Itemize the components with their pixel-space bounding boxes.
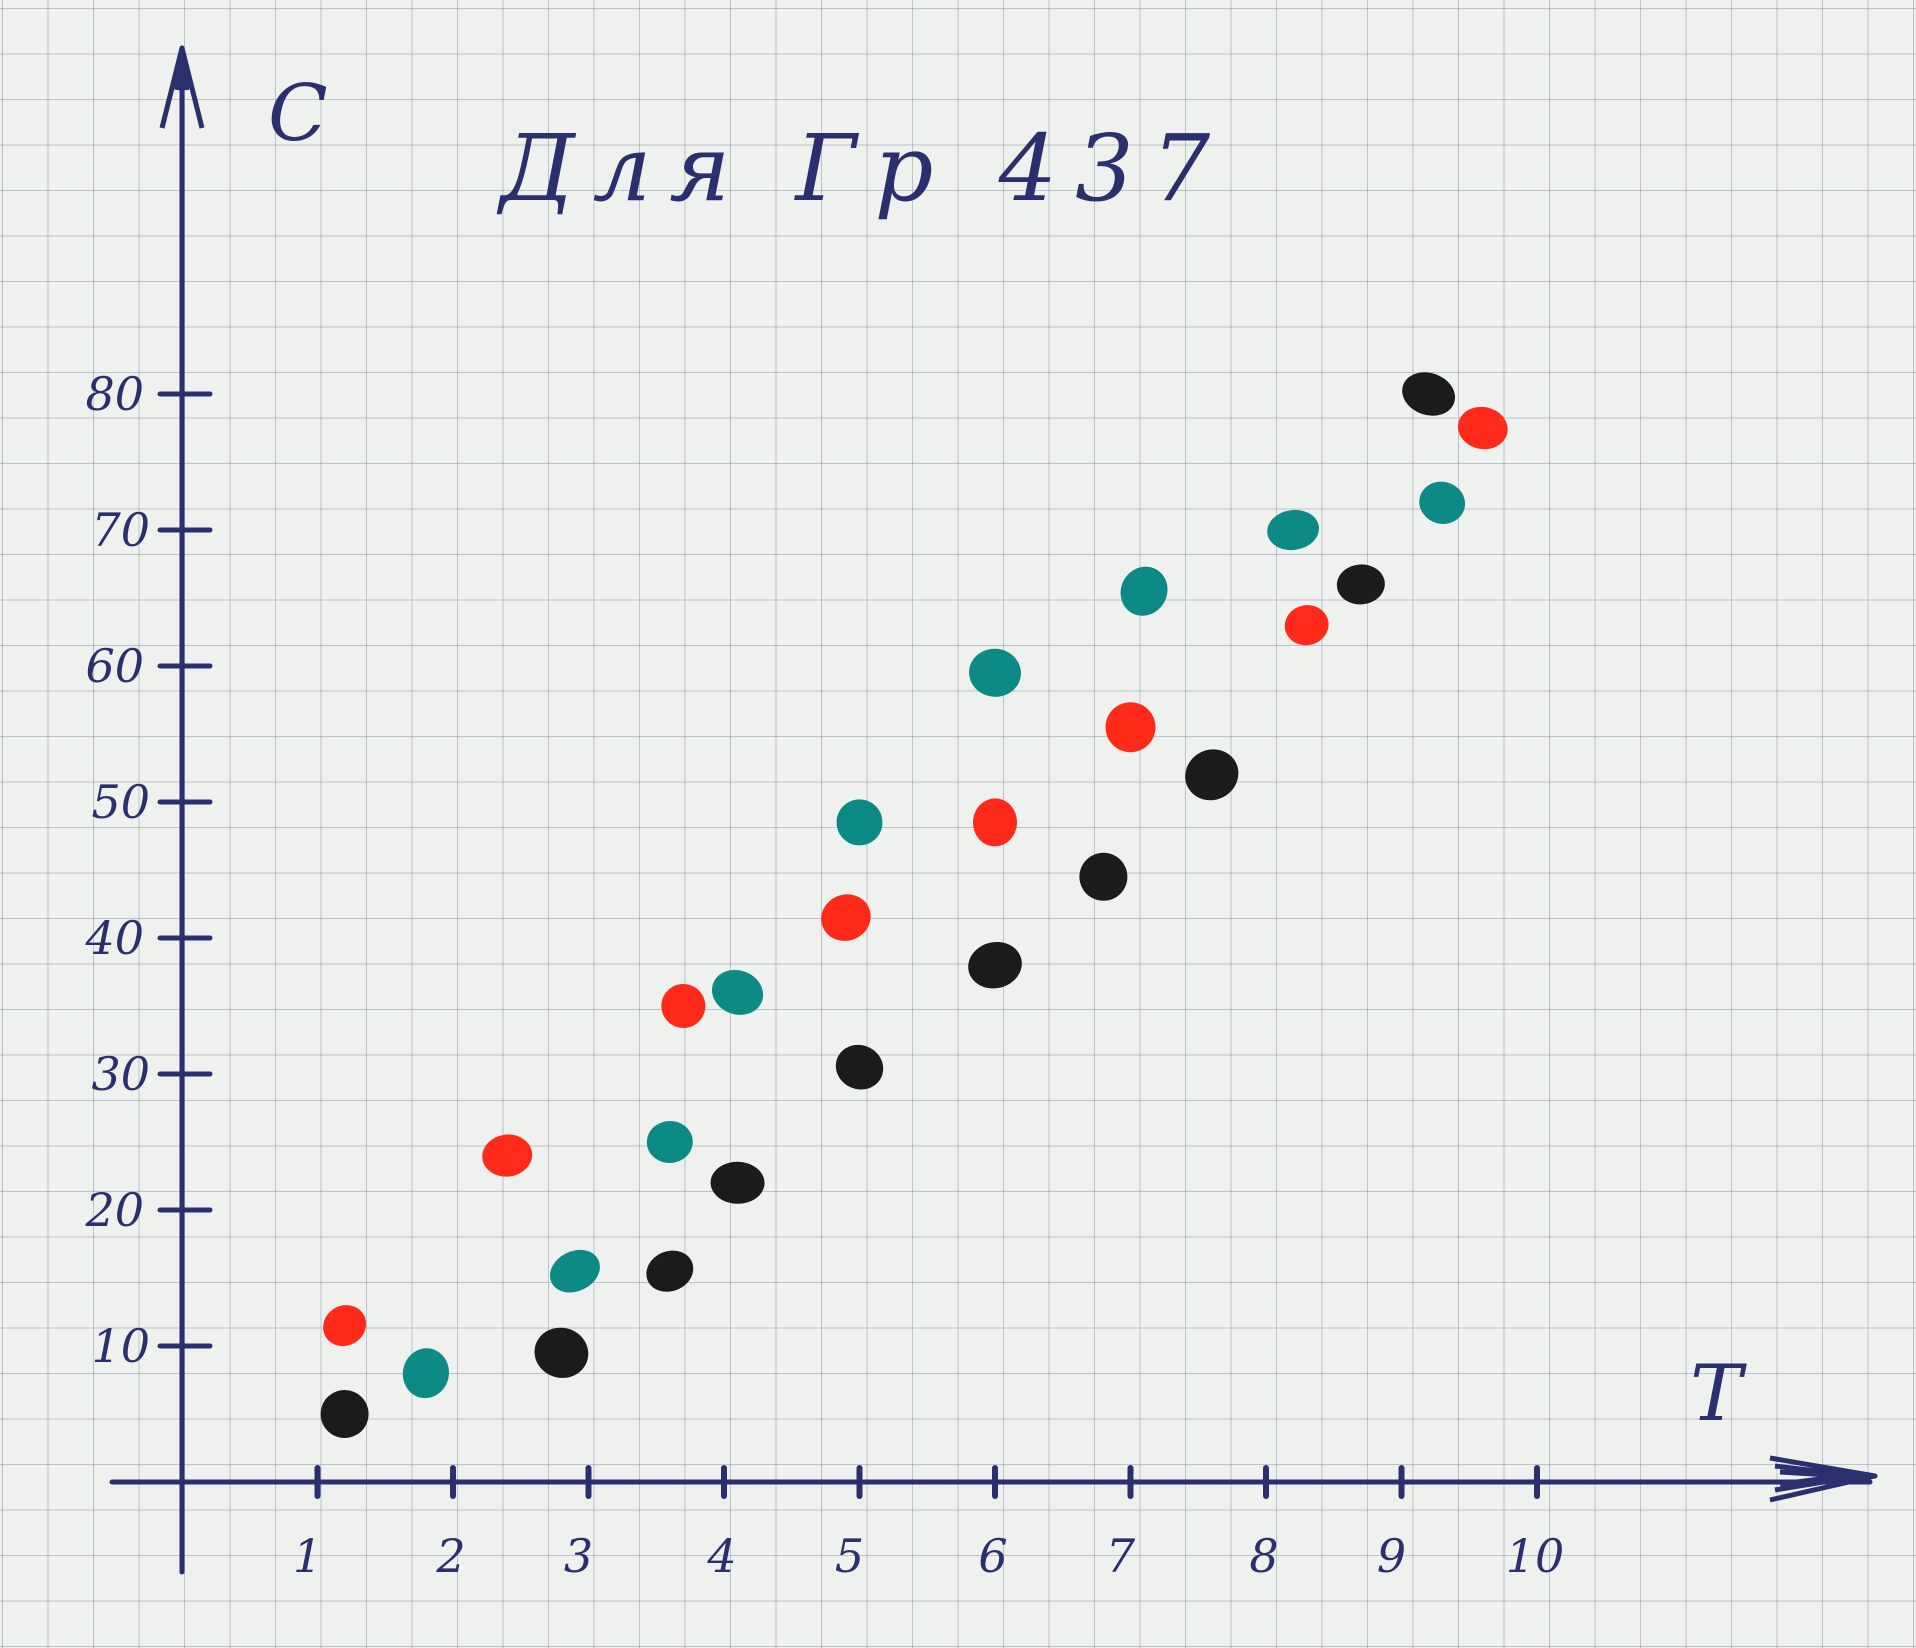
x-tick-label: 4 xyxy=(706,1529,736,1583)
y-tick-label: 40 xyxy=(84,911,144,965)
y-tick-label: 70 xyxy=(91,503,150,557)
data-point xyxy=(1457,406,1508,450)
data-point xyxy=(323,1305,367,1347)
data-point xyxy=(1079,852,1128,901)
y-tick-label: 50 xyxy=(91,775,150,829)
data-point xyxy=(1336,564,1385,605)
data-point xyxy=(1185,749,1239,801)
data-point xyxy=(482,1134,533,1177)
y-axis-label: C xyxy=(268,69,328,159)
data-point xyxy=(402,1348,449,1399)
x-tick-label: 1 xyxy=(293,1529,322,1583)
data-point xyxy=(969,648,1021,697)
x-tick-label: 3 xyxy=(564,1529,593,1583)
data-point xyxy=(646,1120,693,1164)
axis-ticks: 1 2 3 4 5 6 7 8 9 10 10 20 30 40 50 60 70 80 xyxy=(84,367,1564,1583)
data-point xyxy=(1419,481,1466,524)
x-axis-arrow xyxy=(1769,1455,1878,1503)
y-tick-label: 80 xyxy=(85,367,144,421)
x-tick-label: 6 xyxy=(978,1529,1007,1583)
x-tick-label: 9 xyxy=(1377,1529,1406,1583)
x-tick-label: 5 xyxy=(835,1529,864,1583)
data-point xyxy=(968,941,1022,989)
x-tick-label: 10 xyxy=(1506,1529,1565,1583)
axes xyxy=(109,45,1878,1575)
data-point xyxy=(1105,702,1156,753)
x-tick-label: 7 xyxy=(1106,1529,1136,1583)
data-point xyxy=(1284,605,1329,646)
data-point xyxy=(972,798,1018,847)
y-tick-label: 10 xyxy=(91,1319,150,1373)
data-point xyxy=(661,984,706,1028)
data-point xyxy=(836,799,883,846)
data-point xyxy=(1402,372,1456,416)
data-point xyxy=(549,1249,600,1293)
data-point xyxy=(646,1250,694,1292)
data-points xyxy=(320,372,1508,1438)
data-point xyxy=(1120,566,1168,616)
y-axis-arrow xyxy=(159,45,205,129)
data-point xyxy=(710,1161,765,1204)
y-tick-label: 20 xyxy=(84,1183,144,1237)
y-tick-label: 30 xyxy=(91,1047,150,1101)
x-tick-label: 2 xyxy=(435,1529,465,1583)
data-point xyxy=(320,1390,369,1438)
data-point xyxy=(711,969,764,1015)
chart-title: Для Гр 437 xyxy=(496,115,1228,222)
x-axis-label: T xyxy=(1690,1349,1747,1439)
data-point xyxy=(534,1327,589,1378)
data-point xyxy=(821,894,871,941)
x-tick-label: 8 xyxy=(1249,1529,1278,1583)
data-point xyxy=(835,1044,884,1090)
y-tick-label: 60 xyxy=(85,639,144,693)
data-point xyxy=(1267,509,1319,551)
